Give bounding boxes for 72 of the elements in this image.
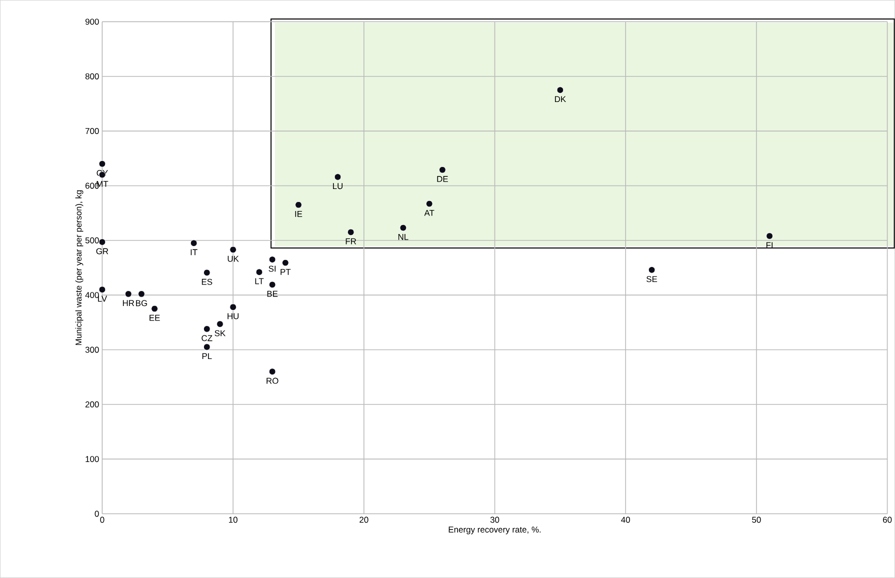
point bbox=[268, 281, 276, 288]
point bbox=[216, 320, 224, 328]
annotation: PT bbox=[280, 269, 291, 275]
point bbox=[256, 268, 263, 276]
annotation: IE bbox=[295, 211, 302, 217]
point bbox=[766, 232, 773, 240]
annotation: CZ bbox=[202, 335, 212, 342]
y-tick-label: 0 bbox=[94, 510, 99, 517]
y-axis-title: Municipal waste (per year per person), kg bbox=[75, 190, 84, 345]
annotation: AT bbox=[424, 210, 434, 216]
annotation: ES bbox=[202, 278, 212, 285]
point bbox=[138, 290, 145, 298]
annotation: SI bbox=[268, 266, 276, 272]
y-tick-label: 200 bbox=[85, 401, 99, 408]
point bbox=[203, 344, 210, 350]
point bbox=[282, 259, 289, 266]
annotation: SE bbox=[646, 276, 658, 282]
x-tick-label: 60 bbox=[883, 516, 892, 523]
point bbox=[98, 238, 106, 246]
x-tick-label: 50 bbox=[752, 516, 761, 523]
annotation: NL bbox=[398, 234, 408, 240]
x-tick-label: 20 bbox=[360, 516, 368, 523]
x-axis-title: Energy recovery rate, %. bbox=[448, 526, 541, 534]
y-tick-label: 100 bbox=[86, 456, 99, 462]
point bbox=[426, 200, 433, 208]
annotation: HU bbox=[228, 313, 239, 320]
point bbox=[98, 286, 106, 294]
point bbox=[203, 326, 210, 332]
point bbox=[230, 246, 237, 254]
point bbox=[190, 240, 198, 247]
point bbox=[268, 368, 276, 376]
point bbox=[438, 166, 446, 174]
annotation: UK bbox=[228, 256, 239, 262]
y-tick-label: 300 bbox=[85, 346, 99, 353]
point bbox=[203, 269, 210, 276]
point bbox=[347, 228, 354, 236]
y-tick-label: 900 bbox=[85, 18, 99, 25]
x-tick-label: 0 bbox=[100, 516, 104, 523]
point bbox=[268, 256, 276, 263]
annotation: RO bbox=[266, 378, 278, 384]
annotation: LV bbox=[98, 296, 108, 302]
point bbox=[295, 201, 302, 208]
annotation: LT bbox=[255, 278, 264, 284]
point bbox=[648, 266, 656, 274]
point bbox=[98, 160, 106, 168]
annotation: MT bbox=[96, 180, 108, 187]
annotation: BG bbox=[136, 300, 147, 306]
annotation: GR bbox=[96, 248, 108, 254]
annotation: HR bbox=[122, 300, 134, 306]
y-tick-label: 500 bbox=[85, 237, 99, 244]
point bbox=[556, 86, 564, 94]
annotation: DE bbox=[437, 176, 448, 182]
annotation: LU bbox=[333, 183, 343, 190]
annotation: PL bbox=[202, 353, 212, 360]
x-tick-label: 10 bbox=[228, 516, 238, 523]
point bbox=[230, 304, 237, 311]
y-tick-label: 700 bbox=[86, 128, 99, 134]
annotation: IT bbox=[190, 249, 198, 256]
x-tick-label: 30 bbox=[490, 516, 500, 523]
annotation: SK bbox=[214, 330, 226, 336]
y-tick-label: 600 bbox=[86, 182, 99, 189]
annotation: FR bbox=[346, 238, 356, 244]
point bbox=[400, 224, 407, 232]
y-tick-label: 400 bbox=[85, 292, 99, 298]
annotation: BE bbox=[267, 290, 278, 297]
point bbox=[124, 290, 132, 298]
x-tick-label: 40 bbox=[621, 516, 630, 523]
point bbox=[334, 174, 342, 180]
point bbox=[151, 305, 158, 312]
annotation: EE bbox=[150, 314, 160, 321]
annotation: DK bbox=[554, 96, 566, 102]
y-tick-label: 800 bbox=[85, 73, 99, 80]
